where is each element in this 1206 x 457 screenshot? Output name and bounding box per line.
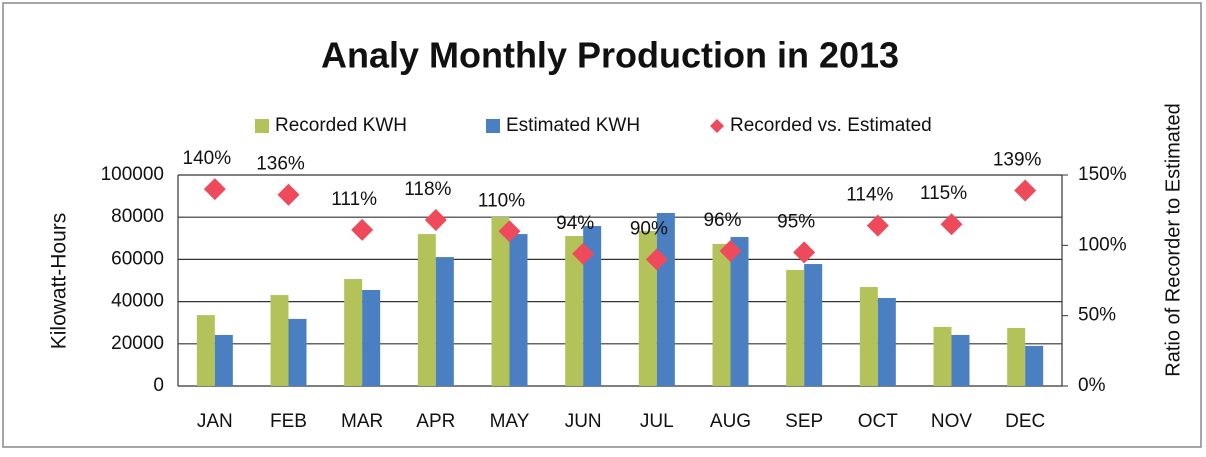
data-label: 136% <box>256 154 305 175</box>
data-label: 115% <box>920 183 967 204</box>
chart-title: Analy Monthly Production in 2013 <box>321 35 899 76</box>
x-tick-label: FEB <box>270 411 307 432</box>
bar <box>859 287 878 386</box>
y2-tick-label: 150% <box>1078 164 1127 185</box>
y2-tick-label: 100% <box>1078 234 1127 255</box>
y-axis-label: Kilowatt-Hours <box>48 213 71 350</box>
ratio-marker <box>866 214 889 237</box>
legend-swatch <box>255 119 269 133</box>
bar <box>288 318 307 386</box>
ratio-marker <box>940 213 963 236</box>
y2-tick-label: 0% <box>1078 375 1106 396</box>
data-label: 110% <box>478 190 525 211</box>
x-tick-label: JAN <box>197 411 233 432</box>
x-tick-label: JUN <box>565 411 602 432</box>
ratio-marker <box>277 183 300 206</box>
y2-tick-label: 50% <box>1078 305 1116 326</box>
y-tick-label: 100000 <box>101 164 164 185</box>
x-tick-label: AUG <box>710 411 751 432</box>
bar <box>1007 327 1026 386</box>
y-tick-label: 80000 <box>111 206 164 227</box>
data-label: 139% <box>993 149 1042 170</box>
y2-axis-label: Ratio of Recorder to Estimated <box>1162 103 1184 376</box>
bar <box>786 269 805 386</box>
y-tick-label: 20000 <box>111 333 164 354</box>
x-tick-label: MAY <box>490 411 530 432</box>
data-label: 114% <box>846 185 893 206</box>
bar <box>933 326 952 386</box>
bar <box>730 237 749 386</box>
ratio-marker <box>645 248 668 271</box>
x-tick-label: JUL <box>640 411 674 432</box>
x-tick-label: SEP <box>785 411 823 432</box>
data-label: 118% <box>404 179 451 200</box>
x-tick-label: APR <box>416 411 455 432</box>
legend-label: Estimated KWH <box>506 115 640 136</box>
y-tick-label: 60000 <box>111 248 164 269</box>
bar <box>270 295 289 386</box>
bar <box>362 289 381 386</box>
x-tick-label: MAR <box>341 411 383 432</box>
bar <box>877 298 896 386</box>
data-label: 95% <box>777 211 815 232</box>
bar <box>417 234 436 386</box>
x-tick-label: DEC <box>1005 411 1045 432</box>
x-tick-label: OCT <box>858 411 899 432</box>
bar <box>951 334 970 386</box>
data-label: 140% <box>183 148 232 169</box>
bar <box>435 257 454 386</box>
data-label: 96% <box>703 210 741 231</box>
ratio-marker <box>203 178 226 201</box>
ratio-marker <box>793 241 816 264</box>
y-tick-label: 0 <box>153 375 164 396</box>
bar <box>196 315 215 386</box>
ratio-marker <box>351 218 374 241</box>
legend-label: Recorded vs. Estimated <box>730 115 932 136</box>
legend-marker <box>710 119 724 133</box>
bar <box>583 226 602 386</box>
ratio-marker <box>719 239 742 262</box>
legend-label: Recorded KWH <box>275 115 407 136</box>
x-tick-label: NOV <box>931 411 973 432</box>
ratio-marker <box>1014 179 1037 202</box>
ratio-marker <box>498 220 521 243</box>
bar <box>565 235 584 386</box>
data-label: 111% <box>331 189 377 210</box>
legend-swatch <box>486 119 500 133</box>
bar <box>214 334 233 386</box>
bar <box>344 279 363 386</box>
bar <box>1025 345 1044 386</box>
data-label: 94% <box>556 213 594 234</box>
ratio-marker <box>424 209 447 232</box>
bar <box>804 264 823 386</box>
bar <box>638 230 657 386</box>
ratio-marker <box>572 242 595 265</box>
bar <box>509 234 528 386</box>
data-label: 90% <box>630 218 668 239</box>
y-tick-label: 40000 <box>111 291 164 312</box>
bar <box>491 216 510 386</box>
bar <box>712 243 731 386</box>
